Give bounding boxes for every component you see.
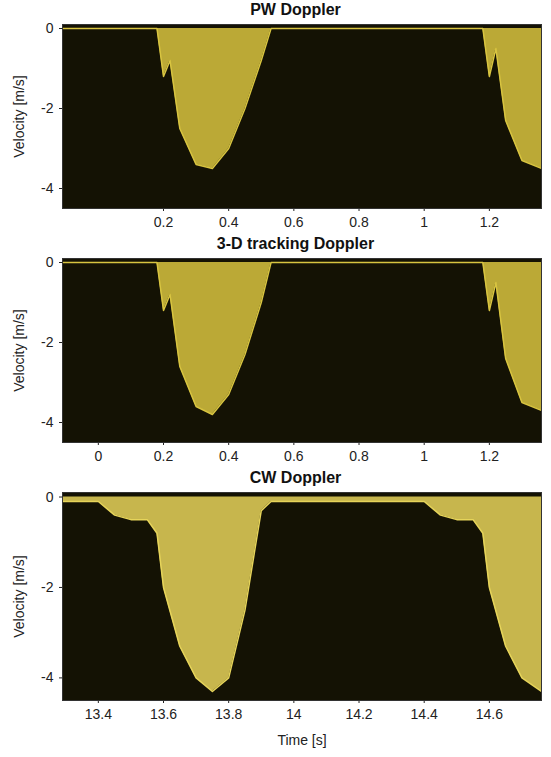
svg-text:-4: -4 bbox=[41, 180, 54, 196]
svg-text:0.6: 0.6 bbox=[284, 214, 304, 230]
svg-text:13.8: 13.8 bbox=[215, 706, 242, 722]
svg-text:1.2: 1.2 bbox=[480, 214, 500, 230]
svg-text:-4: -4 bbox=[41, 669, 54, 685]
svg-text:-2: -2 bbox=[41, 100, 54, 116]
html-text:3-D tracking Doppler: 3-D tracking Doppler bbox=[216, 235, 375, 252]
svg-text:0.8: 0.8 bbox=[349, 448, 369, 464]
svg-text:13.4: 13.4 bbox=[85, 706, 112, 722]
svg-text:0.4: 0.4 bbox=[219, 214, 239, 230]
svg-text:Velocity [m/s]: Velocity [m/s] bbox=[11, 309, 27, 391]
svg-text:0.2: 0.2 bbox=[154, 448, 174, 464]
html-text:PW Doppler: PW Doppler bbox=[250, 1, 341, 18]
svg-text:14.6: 14.6 bbox=[476, 706, 503, 722]
svg-text:14: 14 bbox=[286, 706, 302, 722]
svg-text:1: 1 bbox=[420, 214, 428, 230]
html-text:CW Doppler: CW Doppler bbox=[249, 469, 342, 486]
svg-text:0: 0 bbox=[94, 448, 102, 464]
svg-text:0.8: 0.8 bbox=[349, 214, 369, 230]
svg-text:0.2: 0.2 bbox=[154, 214, 174, 230]
svg-text:0: 0 bbox=[46, 489, 54, 505]
svg-text:0.6: 0.6 bbox=[284, 448, 304, 464]
svg-text:-2: -2 bbox=[41, 334, 54, 350]
svg-text:0: 0 bbox=[46, 254, 54, 270]
svg-text:13.6: 13.6 bbox=[150, 706, 177, 722]
svg-text:14.4: 14.4 bbox=[411, 706, 438, 722]
svg-text:1.2: 1.2 bbox=[480, 448, 500, 464]
svg-text:-4: -4 bbox=[41, 414, 54, 430]
svg-text:0.4: 0.4 bbox=[219, 448, 239, 464]
svg-text:1: 1 bbox=[420, 448, 428, 464]
svg-text:Time [s]: Time [s] bbox=[277, 732, 326, 748]
svg-text:-2: -2 bbox=[41, 579, 54, 595]
svg-text:Velocity [m/s]: Velocity [m/s] bbox=[11, 75, 27, 157]
svg-text:14.2: 14.2 bbox=[345, 706, 372, 722]
svg-text:0: 0 bbox=[46, 20, 54, 36]
svg-text:Velocity [m/s]: Velocity [m/s] bbox=[11, 555, 27, 637]
